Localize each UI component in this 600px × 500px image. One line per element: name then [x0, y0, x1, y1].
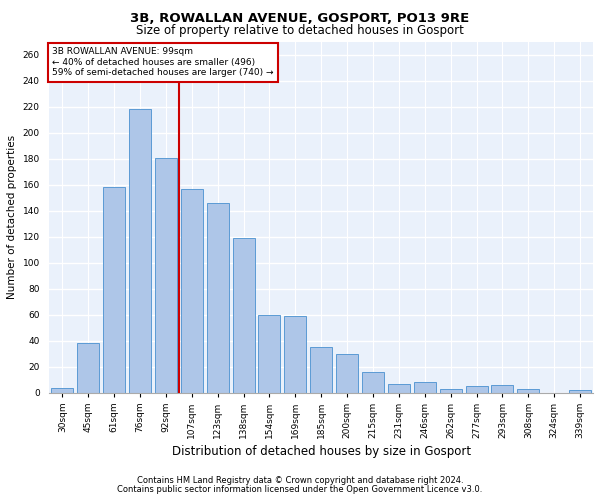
Bar: [440, 389, 461, 392]
Bar: [388, 384, 410, 392]
Text: Contains public sector information licensed under the Open Government Licence v3: Contains public sector information licen…: [118, 485, 482, 494]
Bar: [517, 389, 539, 392]
Bar: [336, 354, 358, 393]
Text: Contains HM Land Registry data © Crown copyright and database right 2024.: Contains HM Land Registry data © Crown c…: [137, 476, 463, 485]
Bar: [569, 390, 591, 392]
Bar: [233, 238, 254, 392]
Bar: [129, 110, 151, 393]
Text: 3B, ROWALLAN AVENUE, GOSPORT, PO13 9RE: 3B, ROWALLAN AVENUE, GOSPORT, PO13 9RE: [130, 12, 470, 26]
Bar: [284, 316, 307, 392]
Bar: [362, 372, 384, 392]
Text: Size of property relative to detached houses in Gosport: Size of property relative to detached ho…: [136, 24, 464, 37]
Bar: [466, 386, 488, 392]
Bar: [207, 203, 229, 392]
X-axis label: Distribution of detached houses by size in Gosport: Distribution of detached houses by size …: [172, 445, 471, 458]
Text: 3B ROWALLAN AVENUE: 99sqm
← 40% of detached houses are smaller (496)
59% of semi: 3B ROWALLAN AVENUE: 99sqm ← 40% of detac…: [52, 47, 274, 77]
Bar: [52, 388, 73, 392]
Y-axis label: Number of detached properties: Number of detached properties: [7, 136, 17, 300]
Bar: [77, 344, 100, 392]
Bar: [414, 382, 436, 392]
Bar: [155, 158, 177, 392]
Bar: [259, 315, 280, 392]
Bar: [181, 188, 203, 392]
Bar: [310, 347, 332, 393]
Bar: [491, 385, 514, 392]
Bar: [103, 188, 125, 392]
